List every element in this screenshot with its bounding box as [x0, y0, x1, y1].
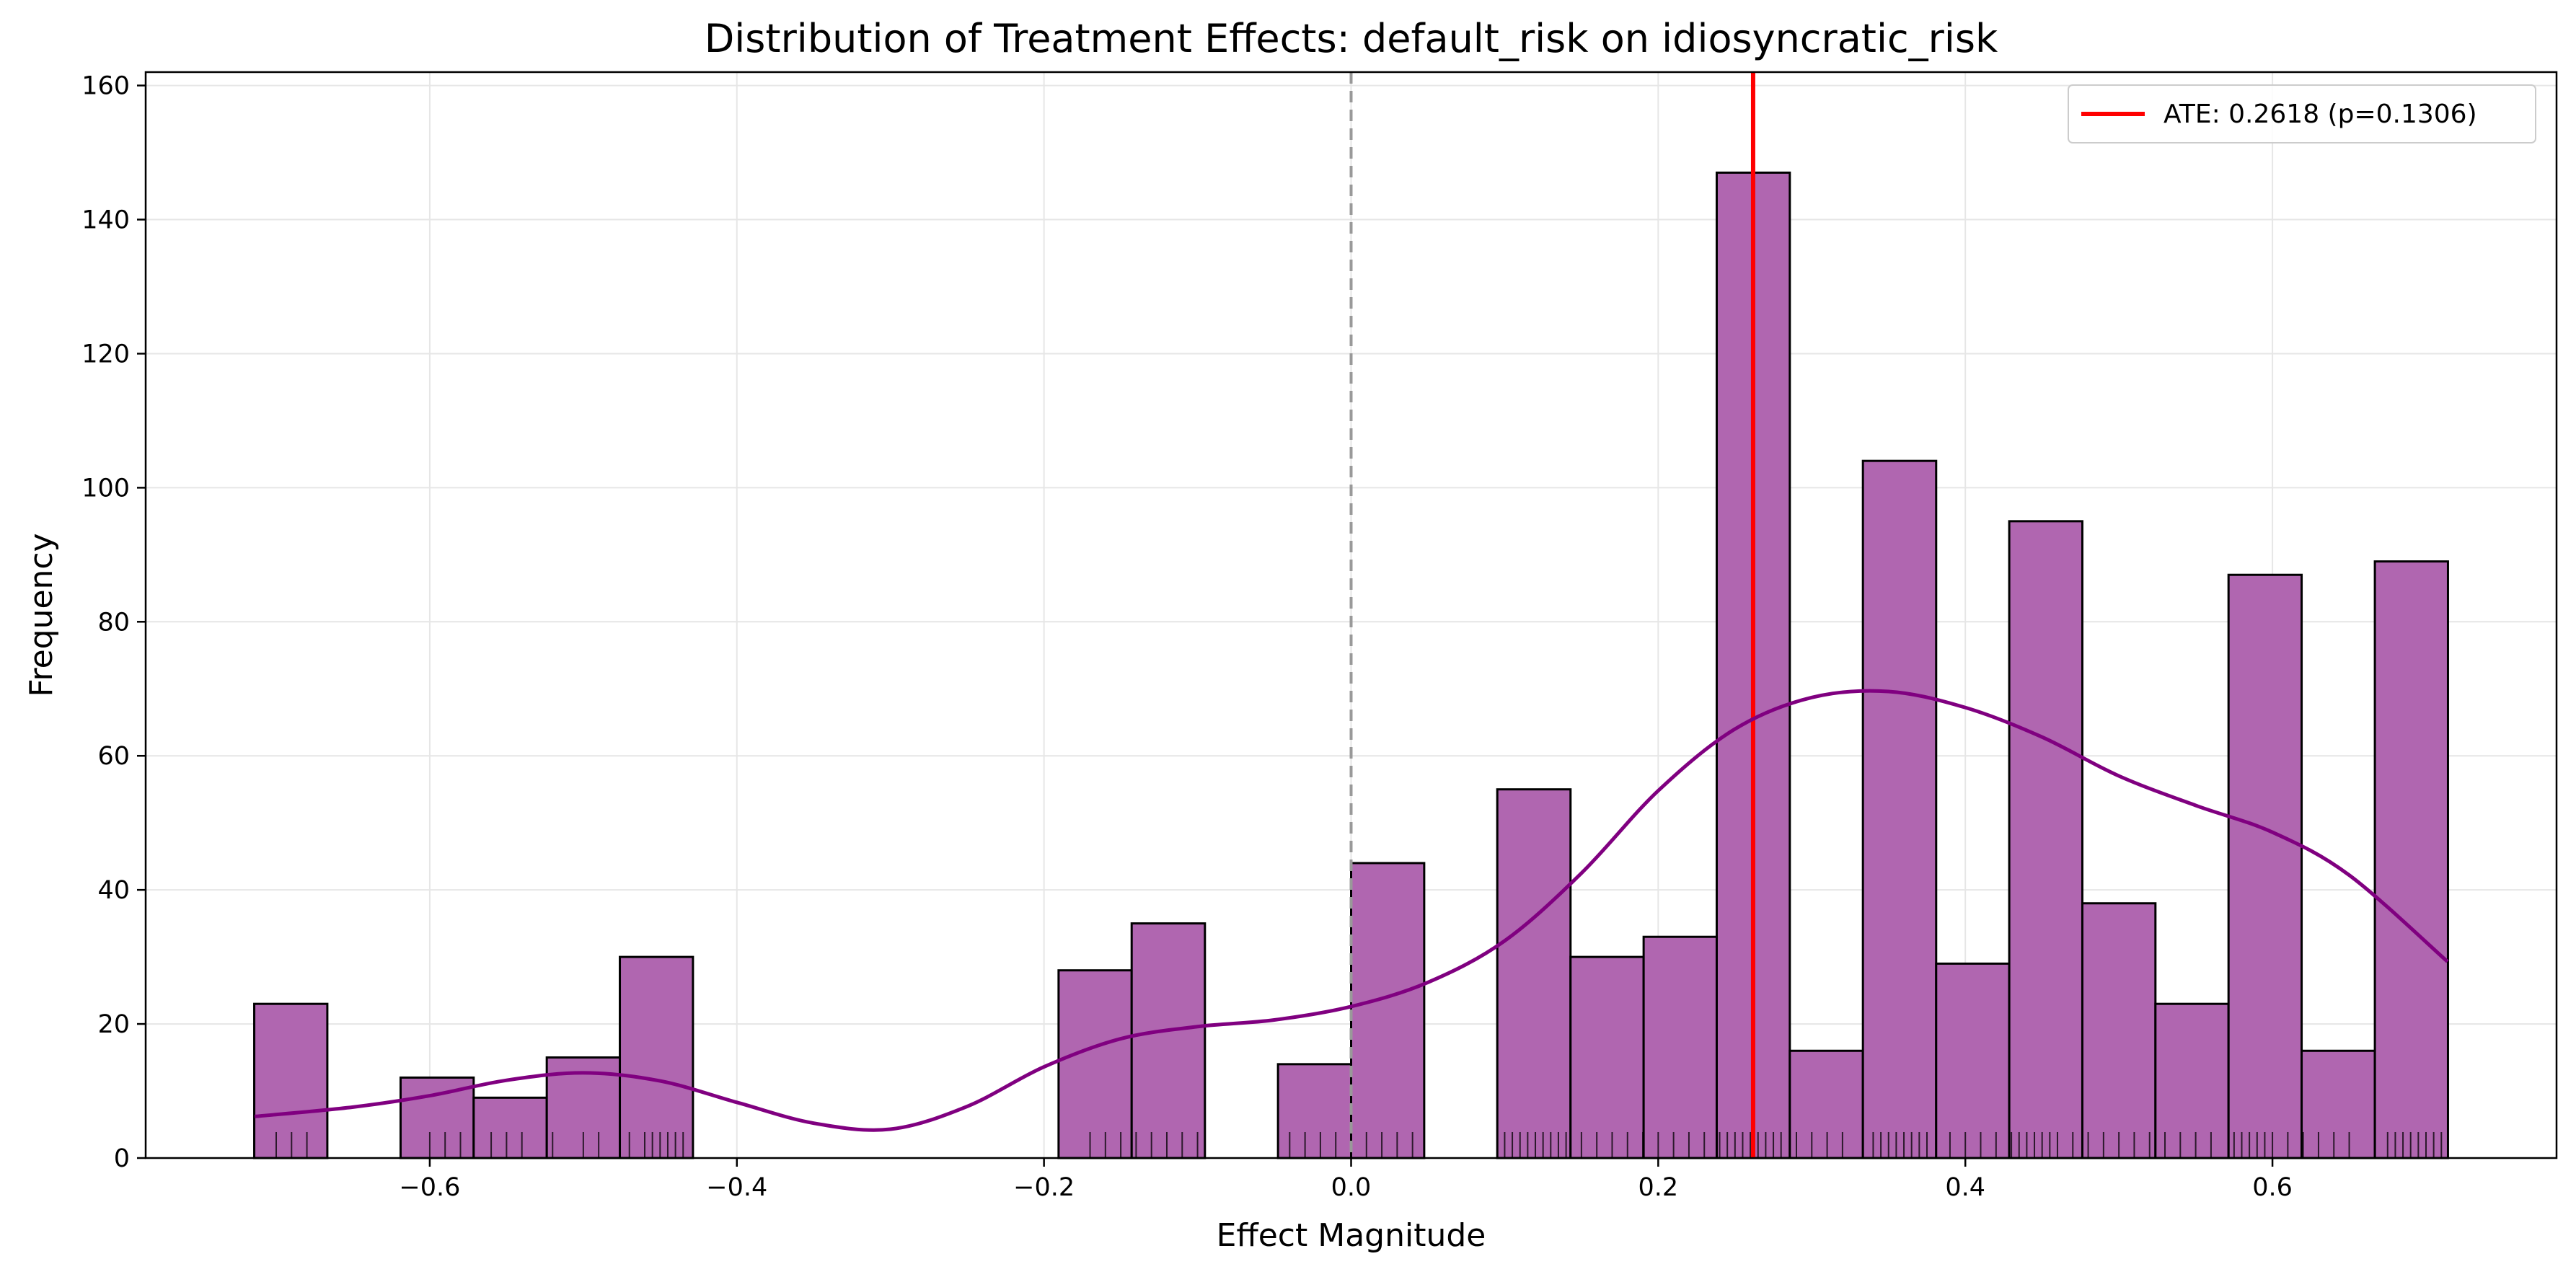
x-tick-label: 0.2 [1638, 1173, 1679, 1202]
y-tick-label: 0 [114, 1144, 130, 1173]
y-tick-label: 120 [81, 340, 130, 368]
histogram-bar [1496, 788, 1572, 1159]
y-axis-label: Frequency [23, 533, 60, 697]
axis-ticks: −0.6 −0.4 −0.2 0.0 0.2 0.4 0.6 0 20 40 60 80 100 120 1… [81, 72, 2293, 1202]
x-tick-label: 0.0 [1331, 1173, 1372, 1202]
histogram-bar [2081, 902, 2157, 1159]
histogram-bar [1935, 962, 2011, 1159]
histogram-bar [1788, 1049, 1864, 1159]
y-tick-label: 60 [97, 742, 130, 771]
y-tick-label: 20 [97, 1010, 130, 1039]
legend-box [2068, 84, 2536, 143]
histogram-bar [619, 955, 694, 1159]
histogram-bar [2301, 1049, 2376, 1159]
y-tick-label: 80 [97, 608, 130, 637]
histogram-bar [1569, 955, 1645, 1159]
chart-title: Distribution of Treatment Effects: defau… [705, 16, 1998, 61]
histogram-bar [2373, 560, 2449, 1159]
y-tick-label: 40 [97, 876, 130, 905]
y-tick-label: 160 [81, 72, 130, 101]
x-tick-label: 0.4 [1945, 1173, 1985, 1202]
histogram-bar [253, 1002, 329, 1159]
legend-ate-label: ATE: 0.2618 (p=0.1306) [2163, 100, 2477, 129]
kde-curve-group [254, 689, 2449, 1132]
x-tick-label: −0.4 [706, 1173, 767, 1202]
x-tick-label: −0.2 [1013, 1173, 1075, 1202]
histogram-bar [2227, 573, 2303, 1159]
histogram-bar [1861, 459, 1938, 1159]
y-tick-label: 140 [81, 206, 130, 235]
x-tick-label: −0.6 [399, 1173, 460, 1202]
kde-curve [254, 689, 2449, 1132]
histogram-bar [472, 1096, 548, 1159]
legend: ATE: 0.2618 (p=0.1306) [2068, 84, 2536, 143]
x-axis-label: Effect Magnitude [1217, 1217, 1486, 1254]
histogram-bar [2008, 520, 2083, 1159]
reference-lines [1349, 72, 1755, 1158]
y-tick-label: 100 [81, 474, 130, 503]
histogram-bar [1057, 969, 1133, 1159]
histogram-bar [1350, 862, 1426, 1159]
x-tick-label: 0.6 [2252, 1173, 2293, 1202]
rug-marks [275, 1132, 2443, 1158]
histogram-bar [1642, 935, 1718, 1159]
histogram-bar [1130, 922, 1207, 1159]
histogram-bar [2154, 1002, 2230, 1159]
